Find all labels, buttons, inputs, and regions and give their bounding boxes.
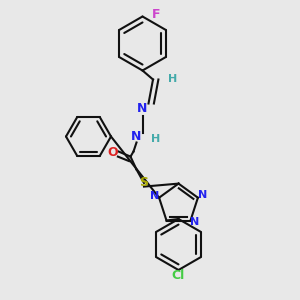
Text: N: N xyxy=(150,191,159,201)
Text: N: N xyxy=(137,101,148,115)
Text: S: S xyxy=(140,176,148,190)
Text: H: H xyxy=(151,134,160,144)
Text: N: N xyxy=(190,217,200,227)
Text: N: N xyxy=(198,190,207,200)
Text: H: H xyxy=(168,74,177,85)
Text: O: O xyxy=(107,146,118,160)
Text: N: N xyxy=(131,130,142,143)
Text: Cl: Cl xyxy=(172,269,185,282)
Text: F: F xyxy=(152,8,160,22)
